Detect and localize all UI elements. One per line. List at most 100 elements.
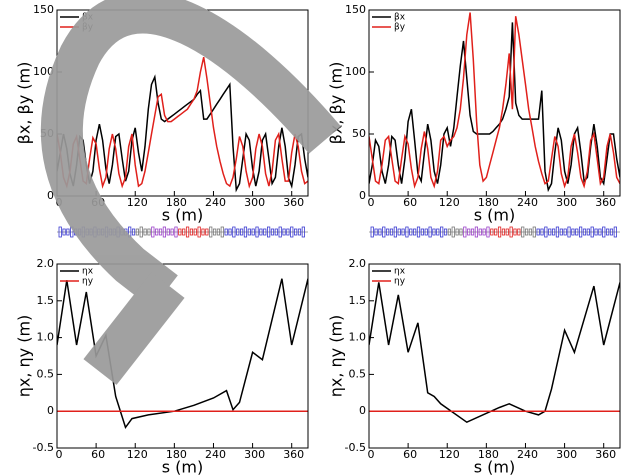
lattice-element bbox=[536, 228, 540, 236]
lattice-element bbox=[555, 226, 560, 238]
lattice-element bbox=[147, 228, 151, 236]
series-line bbox=[57, 74, 308, 193]
panel: 0 60 120 180 240 300 360-0.500.51.01.52.0s (m)… bbox=[15, 257, 309, 476]
y-tick-label: 0 bbox=[359, 189, 366, 202]
y-tick-label: 0 bbox=[359, 404, 366, 417]
lattice-element bbox=[409, 228, 413, 236]
lattice-element bbox=[393, 226, 397, 238]
y-tick-label: 2.0 bbox=[349, 257, 367, 270]
y-tick-label: 0.5 bbox=[37, 367, 55, 380]
x-tick-label: 300 bbox=[244, 448, 265, 461]
x-tick-label: 300 bbox=[556, 448, 577, 461]
x-tick-label: 180 bbox=[166, 196, 187, 209]
lattice-element bbox=[197, 226, 201, 238]
lattice-element bbox=[301, 226, 305, 238]
watermark-arc bbox=[40, 0, 341, 309]
y-tick-label: 150 bbox=[345, 3, 366, 16]
lattice-element bbox=[447, 228, 451, 236]
lattice-element bbox=[571, 228, 575, 236]
y-tick-label: 150 bbox=[33, 3, 54, 16]
y-axis-label: ηx, ηy (m) bbox=[327, 315, 346, 398]
lattice-element bbox=[397, 228, 401, 236]
lattice-element bbox=[609, 228, 614, 236]
y-tick-label: 1.5 bbox=[37, 294, 55, 307]
x-tick-label: 240 bbox=[517, 448, 538, 461]
x-tick-label: 240 bbox=[205, 448, 226, 461]
lattice-element bbox=[482, 228, 486, 236]
x-tick-label: 60 bbox=[403, 448, 417, 461]
axes-frame bbox=[368, 9, 621, 197]
lattice-element bbox=[544, 226, 548, 238]
x-tick-label: 300 bbox=[556, 196, 577, 209]
lattice-element bbox=[413, 228, 417, 236]
lattice-element bbox=[582, 228, 587, 236]
x-tick-label: 120 bbox=[127, 196, 148, 209]
legend-label: ηy bbox=[394, 277, 406, 287]
lattice-element bbox=[174, 226, 178, 238]
x-axis-label: s (m) bbox=[474, 458, 516, 476]
lattice-element bbox=[613, 226, 617, 238]
lattice-element bbox=[182, 228, 186, 236]
watermark-tail bbox=[83, 272, 185, 385]
y-tick-label: 0 bbox=[47, 404, 54, 417]
lattice-element bbox=[162, 226, 167, 238]
legend-label: ηy bbox=[82, 277, 94, 287]
lattice-element bbox=[594, 228, 598, 236]
y-tick-label: 0.5 bbox=[349, 367, 367, 380]
axes-frame bbox=[56, 263, 309, 449]
lattice-element bbox=[602, 226, 606, 238]
lattice-element bbox=[559, 228, 563, 236]
lattice-element bbox=[432, 228, 436, 236]
lattice-element bbox=[490, 228, 494, 236]
x-tick-label: 0 bbox=[368, 448, 375, 461]
lattice-element bbox=[185, 226, 190, 238]
lattice-element bbox=[501, 228, 506, 236]
legend-label: βy bbox=[394, 23, 406, 33]
lattice-element bbox=[158, 228, 163, 236]
x-tick-label: 360 bbox=[283, 196, 304, 209]
y-tick-label: 50 bbox=[352, 127, 366, 140]
lattice-element bbox=[567, 226, 571, 238]
lattice-element bbox=[474, 226, 479, 238]
x-tick-label: 0 bbox=[56, 448, 63, 461]
x-tick-label: 240 bbox=[517, 196, 538, 209]
lattice-element bbox=[155, 228, 159, 236]
x-tick-label: 360 bbox=[595, 448, 616, 461]
lattice-element bbox=[590, 226, 594, 238]
series-line bbox=[369, 282, 620, 424]
lattice-element bbox=[370, 226, 374, 238]
x-tick-label: 180 bbox=[166, 448, 187, 461]
x-tick-label: 60 bbox=[91, 448, 105, 461]
axes-frame bbox=[368, 263, 621, 449]
lattice-element bbox=[224, 228, 228, 236]
lattice-element bbox=[532, 226, 536, 238]
lattice-element bbox=[267, 226, 271, 238]
lattice-element bbox=[389, 228, 394, 236]
y-tick-label: 1.0 bbox=[349, 331, 367, 344]
series-line bbox=[369, 12, 620, 189]
lattice-element bbox=[521, 226, 525, 238]
lattice-element bbox=[243, 226, 248, 238]
y-axis-label: ηx, ηy (m) bbox=[15, 315, 34, 398]
lattice-element bbox=[575, 228, 579, 236]
lattice-element bbox=[278, 226, 282, 238]
x-tick-label: 120 bbox=[127, 448, 148, 461]
y-tick-label: 2.0 bbox=[37, 257, 55, 270]
lattice-element bbox=[606, 228, 610, 236]
lattice-element bbox=[255, 226, 259, 238]
lattice-element bbox=[563, 228, 567, 236]
x-axis-label: s (m) bbox=[162, 206, 204, 225]
x-tick-label: 360 bbox=[595, 196, 616, 209]
lattice-element bbox=[443, 228, 448, 236]
lattice-element bbox=[201, 228, 205, 236]
lattice-element bbox=[282, 228, 286, 236]
lattice-element bbox=[579, 226, 583, 238]
lattice-element bbox=[143, 228, 147, 236]
lattice-element bbox=[193, 228, 197, 236]
lattice-element bbox=[586, 228, 590, 236]
x-tick-label: 240 bbox=[205, 196, 226, 209]
panel: 0 60 120 180 240 300 360-0.500.51.01.52.0s (m)… bbox=[327, 257, 621, 476]
lattice-element bbox=[205, 228, 209, 236]
legend-label: ηx bbox=[82, 267, 94, 277]
